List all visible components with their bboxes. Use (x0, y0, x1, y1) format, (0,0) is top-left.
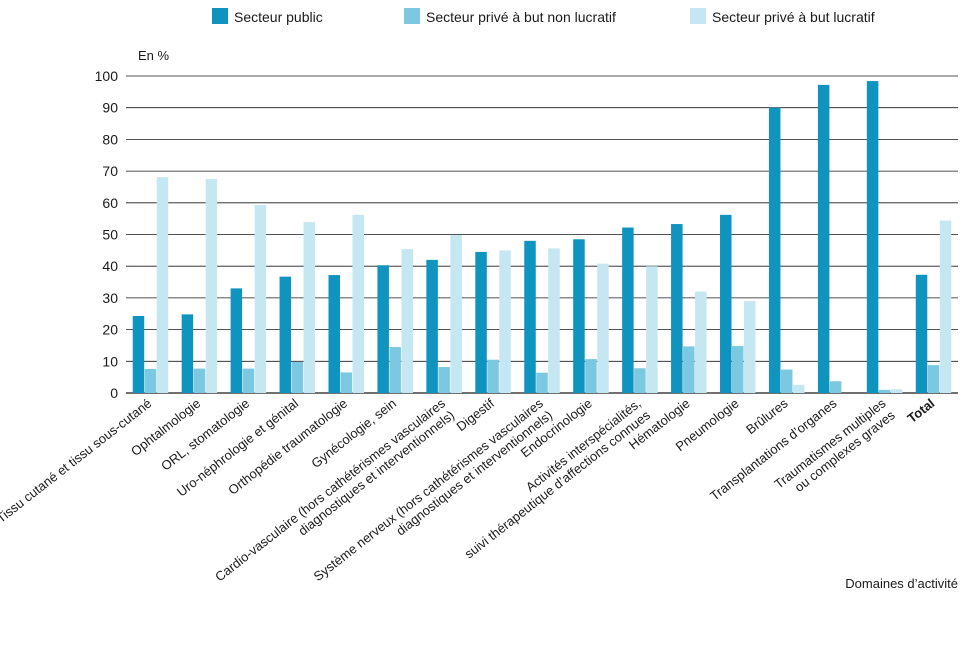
bar-6-1 (438, 367, 450, 393)
x-tick-2: ORL, stomatologie (158, 396, 252, 474)
x-tick-labels: Tissu cutané et tissu sous-cutanéOphtalm… (0, 395, 937, 584)
bar-2-1 (242, 368, 255, 393)
gridlines (126, 75, 958, 394)
bar-15-1 (878, 389, 891, 393)
bar-16-1 (927, 365, 940, 393)
bar-13-1 (780, 369, 793, 393)
bar-5-2 (401, 249, 413, 393)
y-tick-50: 50 (102, 227, 118, 243)
bar-2-2 (254, 205, 267, 393)
bar-4-2 (352, 214, 364, 393)
legend-label-1: Secteur privé à but non lucratif (426, 9, 616, 25)
bar-9-0 (573, 239, 585, 393)
bar-11-0 (671, 224, 683, 393)
bar-11-2 (695, 291, 707, 393)
bar-8-1 (536, 372, 548, 393)
bar-11-1 (683, 346, 695, 393)
y-tick-20: 20 (102, 322, 118, 338)
legend-label-0: Secteur public (234, 9, 323, 25)
legend-swatch-0 (212, 8, 228, 24)
bar-0-1 (144, 368, 157, 393)
bar-10-1 (634, 368, 646, 393)
bar-16-2 (939, 220, 952, 393)
bar-16-0 (915, 274, 928, 393)
y-tick-10: 10 (102, 353, 118, 369)
bar-15-2 (890, 389, 903, 393)
bar-10-2 (646, 266, 658, 393)
bar-7-2 (499, 250, 511, 393)
legend-swatch-2 (690, 8, 706, 24)
bar-13-2 (792, 384, 805, 393)
bar-14-0 (817, 84, 830, 393)
bar-4-0 (328, 275, 340, 393)
bar-5-1 (389, 347, 401, 393)
y-tick-60: 60 (102, 195, 118, 211)
bar-4-1 (340, 372, 352, 393)
x-tick-15: Traumatismes multiplesou complexes grave… (771, 395, 898, 503)
bar-12-2 (744, 301, 756, 393)
y-axis-label: En % (138, 48, 170, 63)
bar-3-2 (303, 222, 316, 393)
bar-8-0 (524, 240, 536, 393)
y-tick-70: 70 (102, 163, 118, 179)
bar-6-0 (426, 259, 438, 393)
bar-7-1 (487, 359, 499, 393)
bar-6-2 (450, 235, 462, 393)
bar-13-0 (768, 107, 781, 393)
legend-swatch-1 (404, 8, 420, 24)
bar-0-2 (156, 177, 169, 393)
bar-12-0 (720, 214, 732, 393)
bar-9-2 (597, 263, 609, 393)
x-tick-7: Digestif (454, 395, 498, 434)
y-tick-100: 100 (95, 68, 119, 84)
bar-3-1 (291, 361, 304, 393)
bar-0-0 (132, 315, 145, 393)
bar-1-1 (193, 368, 206, 393)
y-tick-labels: 0 10 20 30 40 50 60 70 80 90 100 (95, 68, 119, 401)
legend: Secteur public Secteur privé à but non lu… (212, 8, 875, 25)
bar-12-1 (732, 346, 744, 393)
bars (132, 81, 952, 394)
bar-5-0 (377, 265, 389, 393)
y-tick-80: 80 (102, 131, 118, 147)
x-tick-0: Tissu cutané et tissu sous-cutané (0, 396, 154, 526)
bar-1-0 (181, 314, 194, 393)
x-axis-label: Domaines d’activité (845, 576, 958, 591)
bar-2-0 (230, 288, 243, 393)
y-tick-30: 30 (102, 290, 118, 306)
legend-label-2: Secteur privé à but lucratif (712, 9, 875, 25)
bar-9-1 (585, 359, 597, 393)
y-tick-40: 40 (102, 258, 118, 274)
x-tick-16: Total (904, 396, 937, 426)
bar-15-0 (866, 81, 879, 394)
bar-10-0 (622, 227, 634, 393)
y-tick-90: 90 (102, 100, 118, 116)
bar-14-1 (829, 381, 842, 393)
bar-7-0 (475, 251, 487, 393)
bar-8-2 (548, 248, 560, 393)
bar-3-0 (279, 276, 292, 393)
y-tick-0: 0 (110, 385, 118, 401)
bar-1-2 (205, 179, 218, 393)
